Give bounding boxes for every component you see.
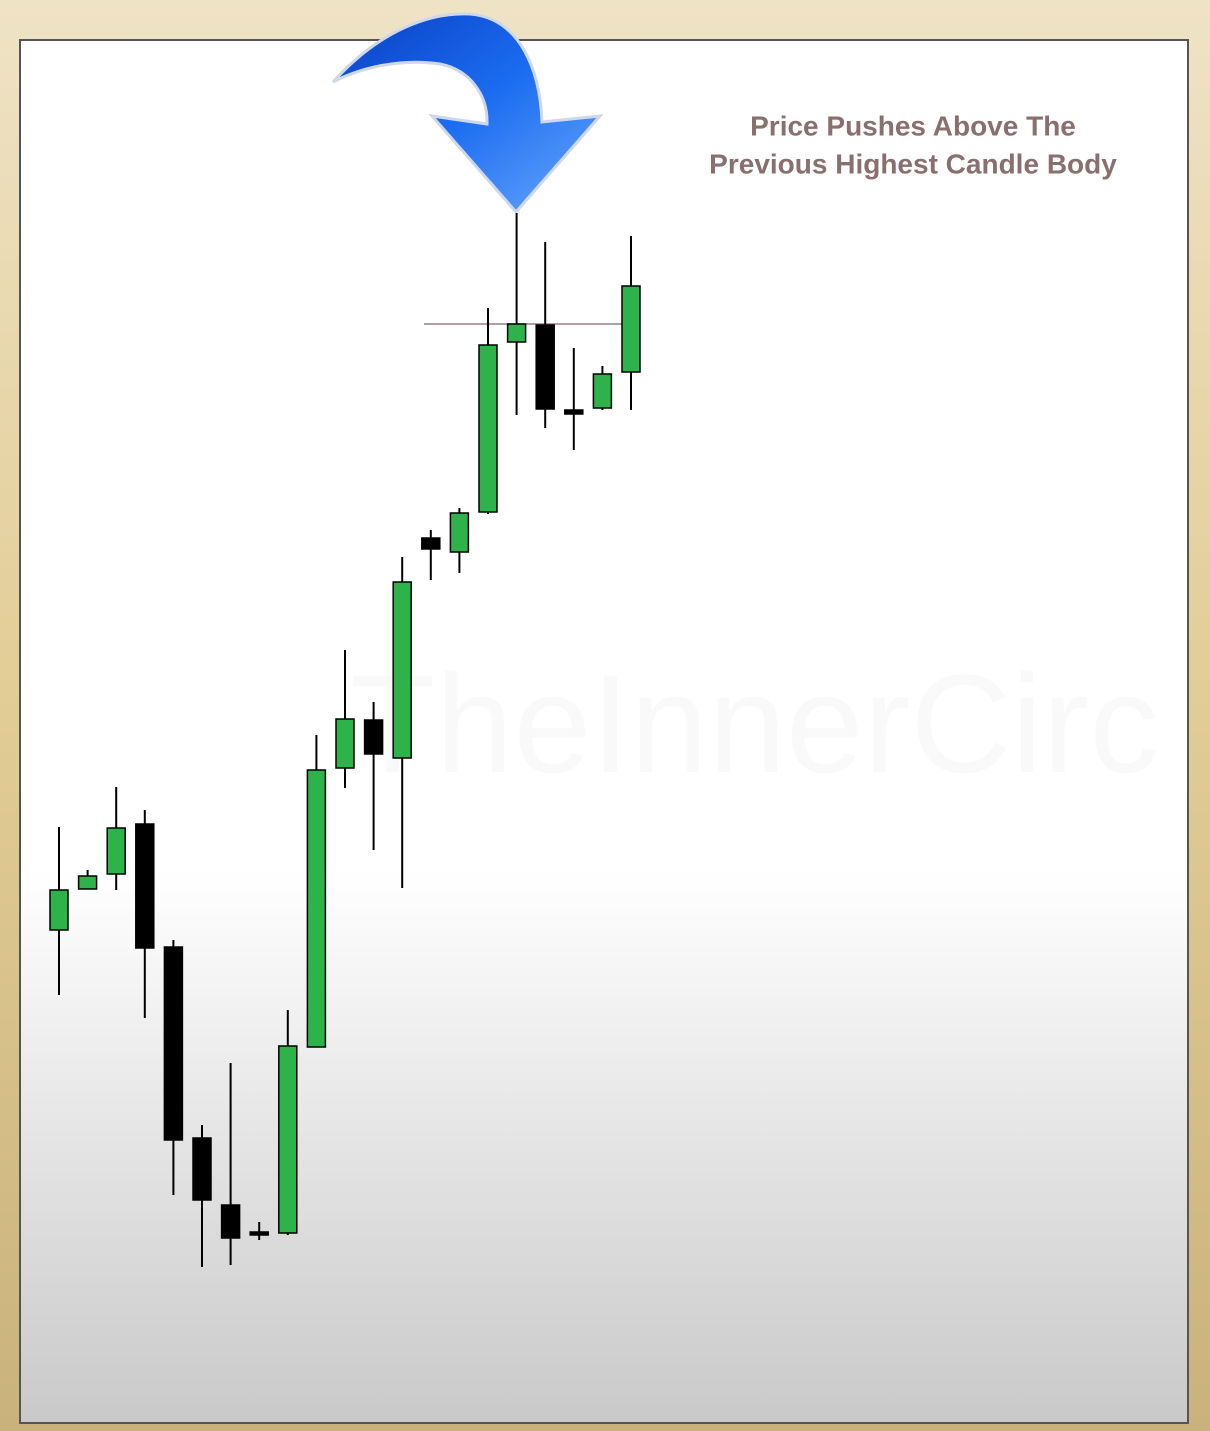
candle-body — [163, 946, 184, 1141]
chart-panel — [19, 39, 1189, 1424]
annotation: Price Pushes Above The — [750, 110, 1076, 141]
candle-body — [249, 1231, 269, 1236]
candle-body — [478, 344, 498, 513]
arrow — [331, 12, 604, 215]
candle-body — [592, 373, 613, 409]
candle-body — [335, 718, 355, 769]
candle-body — [621, 285, 641, 373]
candle-body — [192, 1137, 212, 1201]
candle-body — [392, 581, 412, 759]
candle-body — [49, 889, 69, 931]
candle-body — [535, 324, 555, 410]
candle-body — [449, 512, 470, 553]
candle-body — [306, 769, 327, 1048]
candle-body — [278, 1045, 298, 1234]
annotation: Previous Highest Candle Body — [709, 148, 1117, 179]
candle-body — [220, 1204, 241, 1239]
candle-body — [363, 719, 384, 755]
candle-body — [135, 823, 155, 949]
candle-body — [564, 409, 584, 415]
plot — [49, 213, 641, 1267]
candle-body — [106, 827, 126, 875]
candle-body — [506, 323, 527, 343]
watermark: TheInnerCirc — [350, 645, 1159, 802]
candle-body — [77, 875, 98, 890]
candle-body — [421, 537, 441, 550]
